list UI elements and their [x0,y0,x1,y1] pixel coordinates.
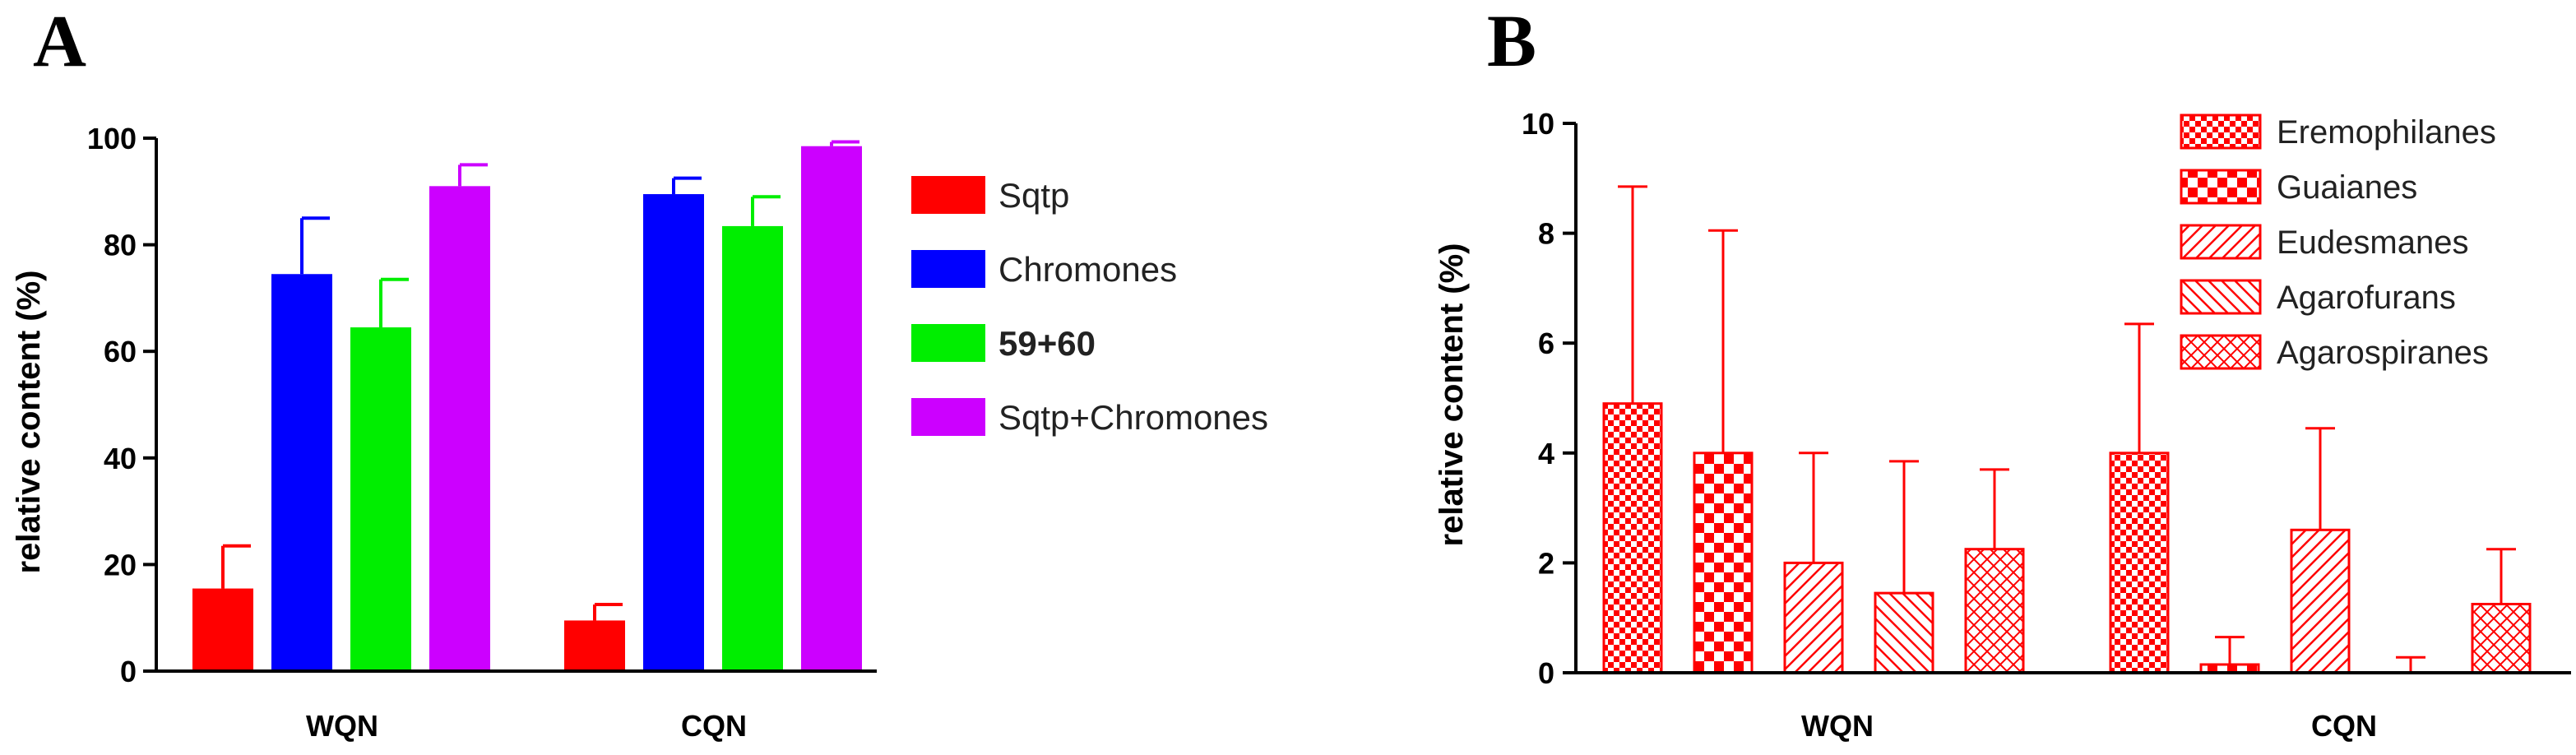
bar-a-59-60-wqn [350,327,411,671]
y-tick-label-b-5: 10 [1522,107,1554,141]
panel-letter-b: B [1487,1,1536,82]
legend-swatch-b-agarospiranes [2180,334,2262,370]
y-tick-label-a-3: 60 [104,335,137,368]
legend-label-a-59-60: 59+60 [998,324,1096,363]
legend-label-b-eudesmanes: Eudesmanes [2277,225,2468,261]
bar-b-agarospiranes-wqn [1964,548,2025,674]
y-tick-label-b-4: 8 [1538,217,1554,251]
legend-swatch-b-agarofurans [2180,279,2262,315]
bar-b-agarospiranes-cqn [2471,603,2532,674]
chart-b: B relative content (%) 0 2 4 6 8 10 WQN CQN E… [1434,1,2571,743]
legend-label-a-sqtp: Sqtp [998,176,1069,215]
legend-label-b-agarospiranes: Agarospiranes [2277,335,2489,371]
y-tick-label-a-5: 100 [87,122,137,155]
legend-label-b-agarofurans: Agarofurans [2277,280,2456,316]
legend-label-b-guaianes: Guaianes [2277,169,2417,206]
bar-a-sqtp-chromones-cqn [801,146,862,672]
bar-a-chromones-wqn [271,274,332,671]
y-axis-title-b: relative content (%) [1434,243,1470,547]
legend-swatch-a-sqtp-chromones [911,398,985,436]
legend-label-a-sqtp-chromones: Sqtp+Chromones [998,398,1268,437]
bar-b-eudesmanes-wqn [1783,561,1844,674]
legend-b: Eremophilanes Guaianes Eudesmanes Agarofura… [2180,113,2496,371]
legend-swatch-b-eremophilanes [2180,113,2262,150]
legend-label-a-chromones: Chromones [998,250,1177,289]
panel-letter-a: A [33,1,86,82]
y-tick-label-a-0: 0 [120,655,137,688]
legend-swatch-a-sqtp [911,176,985,214]
legend-swatch-a-59-60 [911,324,985,362]
y-tick-label-b-3: 6 [1538,327,1554,360]
bars-a [192,140,862,672]
legend-swatch-b-eudesmanes [2180,224,2262,260]
legend-a: Sqtp Chromones 59+60 Sqtp+Chromones [911,176,1268,437]
y-tick-label-b-1: 2 [1538,546,1554,580]
bar-a-sqtp-chromones-wqn [429,186,490,671]
bar-a-59-60-cqn [722,225,783,671]
bar-b-eremophilanes-wqn [1602,402,1663,674]
category-label-a-cqn: CQN [681,709,747,743]
legend-swatch-a-chromones [911,250,985,288]
category-label-b-cqn: CQN [2311,709,2377,743]
y-tick-label-b-0: 0 [1538,656,1554,690]
bar-a-sqtp-cqn [564,620,625,671]
y-axis-ticks-b: 0 2 4 6 8 10 [1522,107,1576,690]
y-tick-label-a-1: 20 [104,548,137,581]
bars-b [1602,185,2532,674]
y-tick-label-b-2: 4 [1538,437,1554,470]
y-tick-label-a-4: 80 [104,229,137,262]
legend-label-b-eremophilanes: Eremophilanes [2277,114,2496,151]
y-axis-ticks-a: 0 20 40 60 80 100 [87,122,156,688]
bar-b-eremophilanes-cqn [2109,452,2170,674]
bar-b-eudesmanes-cqn [2290,528,2351,674]
bar-b-guaianes-wqn [1693,452,1754,674]
y-axis-title-a: relative content (%) [11,271,47,574]
bar-a-sqtp-wqn [192,588,253,671]
category-label-b-wqn: WQN [1801,709,1874,743]
bar-a-chromones-cqn [643,194,704,672]
category-label-a-wqn: WQN [306,709,378,743]
bar-b-agarofurans-wqn [1874,591,1934,674]
legend-swatch-b-guaianes [2180,169,2262,205]
y-tick-label-a-2: 40 [104,442,137,475]
